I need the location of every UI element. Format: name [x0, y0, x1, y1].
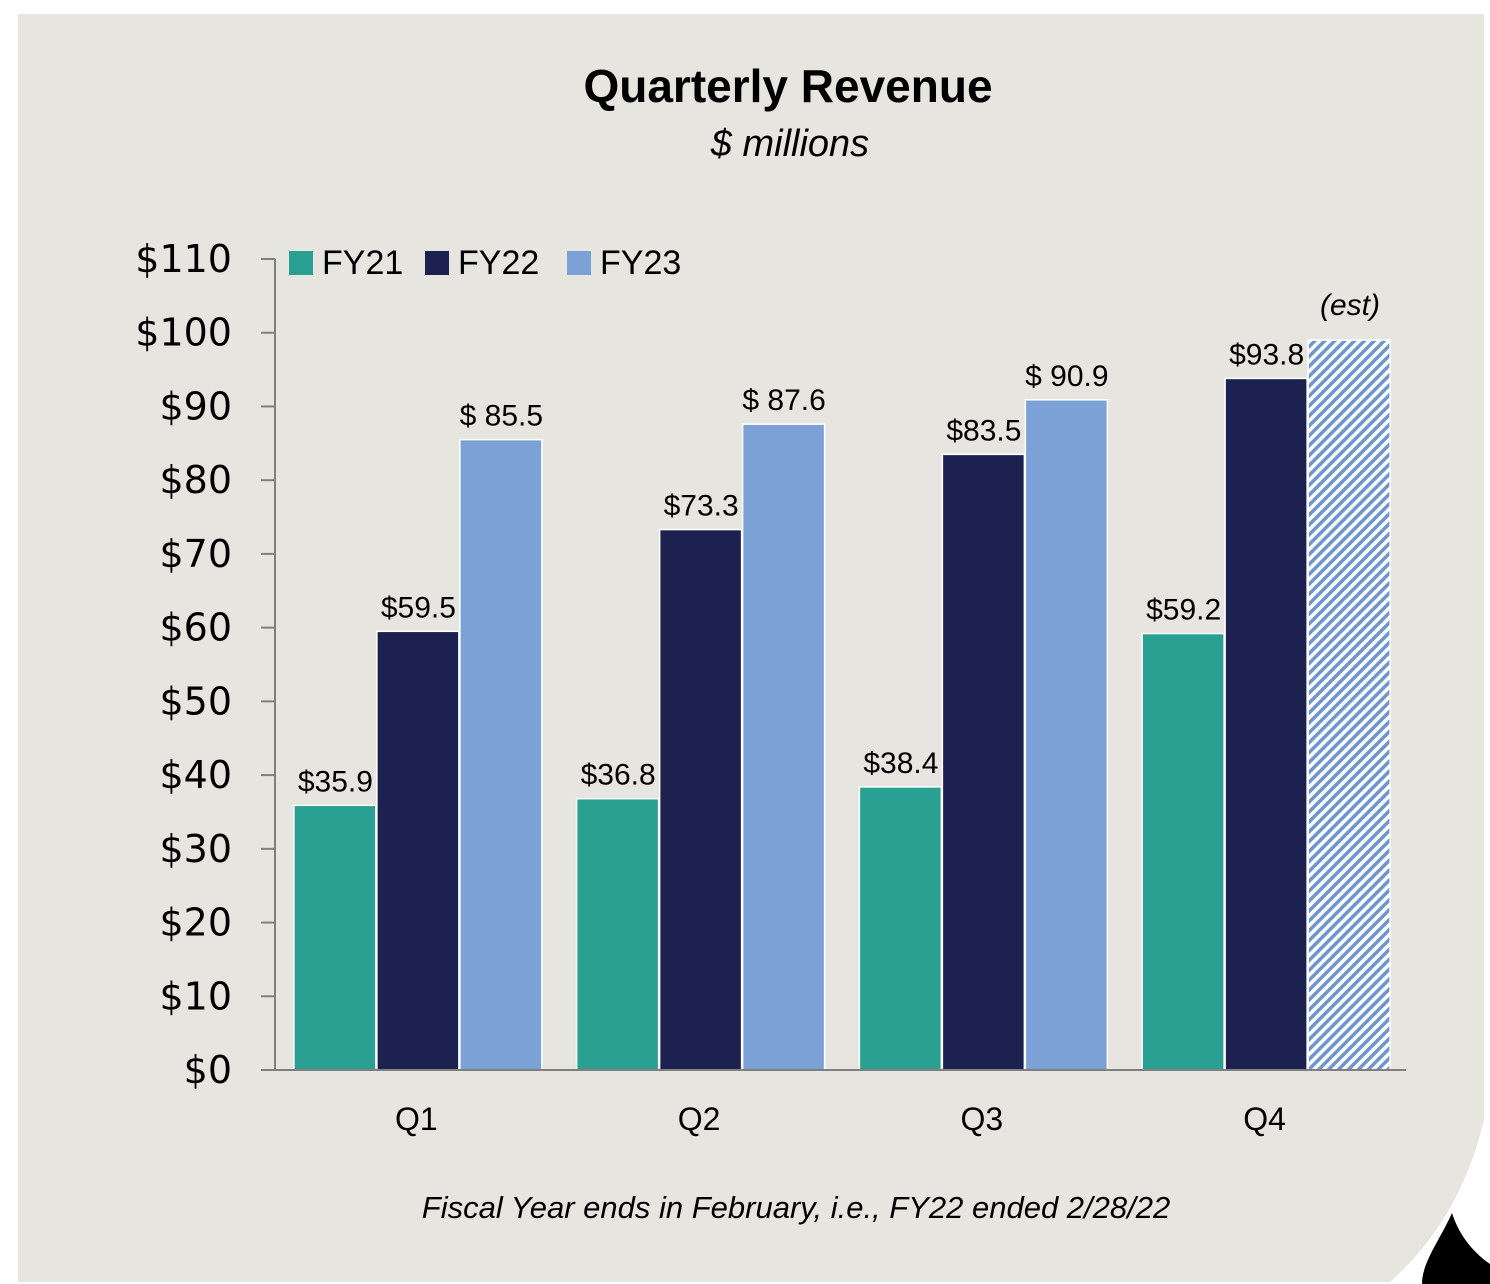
data-label-fy22-q2: $73.3	[664, 490, 739, 523]
decorative-drop-shape	[1422, 1213, 1490, 1284]
bar-fy21-q2	[575, 797, 660, 1071]
y-tick-label: $20	[159, 901, 232, 945]
y-tick-label: $10	[159, 974, 232, 1018]
bar-fy21-q1	[293, 804, 377, 1071]
x-tick-label-q2: Q2	[678, 1101, 721, 1137]
bar-fy23-q3	[1024, 399, 1109, 1071]
data-label-fy23-q3: $ 90.9	[1025, 360, 1108, 393]
data-label-fy21-q3: $38.4	[863, 747, 938, 780]
legend-swatch-fy22	[425, 251, 449, 275]
x-axis: Q1 Q2 Q3 Q4	[262, 1069, 1406, 1137]
y-tick-label: $110	[135, 237, 232, 281]
data-label-fy21-q1: $35.9	[298, 765, 373, 798]
y-tick-label: $100	[135, 311, 232, 355]
y-tick-label: $80	[159, 458, 232, 502]
y-tick-label: $0	[184, 1048, 232, 1092]
bar-fy22-q4	[1224, 377, 1308, 1071]
footnote: Fiscal Year ends in February, i.e., FY22…	[422, 1190, 1170, 1225]
estimate-annotation: (est)	[1320, 289, 1380, 322]
chart-title: Quarterly Revenue	[583, 60, 992, 112]
y-tick-label: $50	[159, 679, 232, 723]
bars: $35.9 $59.5 $ 85.5 $36.8 $73.3 $ 87.6 $38.4 $83…	[293, 338, 1391, 1071]
bar-fy23-q1	[459, 438, 543, 1071]
bar-fy23-q4	[1307, 339, 1391, 1071]
legend: FY21 FY22 FY23	[289, 244, 681, 282]
bar-fy22-q1	[376, 630, 460, 1071]
bar-fy22-q2	[658, 528, 743, 1071]
y-axis: $0 $10 $20 $30 $40 $50 $60 $70 $80 $90 $100 $110	[135, 237, 276, 1092]
legend-label-fy23: FY23	[600, 244, 681, 282]
bar-fy23-q2	[741, 423, 826, 1071]
y-tick-label: $90	[159, 384, 232, 428]
x-tick-label-q1: Q1	[395, 1101, 438, 1137]
data-label-fy22-q3: $83.5	[946, 414, 1021, 447]
legend-swatch-fy21	[289, 251, 313, 275]
data-label-fy22-q4: $93.8	[1229, 338, 1304, 371]
data-label-fy23-q1: $ 85.5	[460, 400, 543, 433]
legend-label-fy22: FY22	[458, 244, 539, 282]
legend-swatch-fy23	[567, 251, 591, 275]
chart-subtitle: $ millions	[710, 123, 869, 165]
y-tick-label: $40	[159, 753, 232, 797]
x-tick-label-q3: Q3	[961, 1101, 1004, 1137]
data-label-fy23-q2: $ 87.6	[742, 384, 825, 417]
y-tick-label: $30	[159, 827, 232, 871]
bar-fy21-q4	[1141, 632, 1225, 1071]
data-label-fy21-q2: $36.8	[581, 759, 656, 792]
x-tick-label-q4: Q4	[1243, 1101, 1286, 1137]
data-label-fy21-q4: $59.2	[1146, 594, 1221, 627]
bar-fy21-q3	[858, 786, 943, 1071]
y-tick-label: $70	[159, 532, 232, 576]
bar-fy22-q3	[941, 453, 1026, 1071]
y-tick-label: $60	[159, 606, 232, 650]
legend-label-fy21: FY21	[322, 244, 403, 282]
data-label-fy22-q1: $59.5	[381, 591, 456, 624]
